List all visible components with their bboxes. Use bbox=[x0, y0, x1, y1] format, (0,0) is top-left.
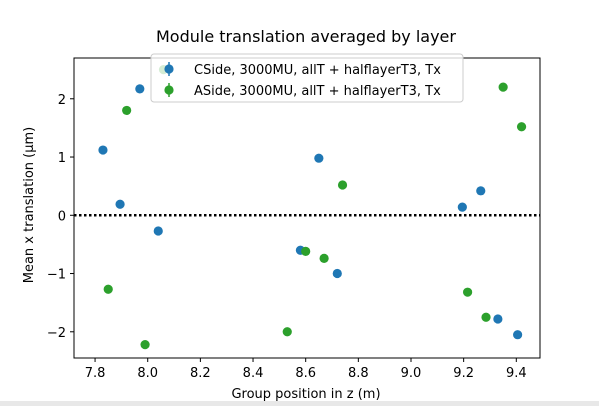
data-point-aside bbox=[498, 82, 508, 92]
x-tick-label: 9.0 bbox=[401, 366, 422, 381]
window-bottom-strip bbox=[0, 401, 599, 406]
data-point-cside bbox=[98, 145, 108, 155]
plot-frame bbox=[73, 57, 541, 359]
data-point-aside bbox=[319, 253, 329, 263]
data-point-cside bbox=[153, 226, 163, 236]
data-point-aside bbox=[481, 312, 491, 322]
y-axis-label-group: Mean x translation (μm) bbox=[22, 127, 37, 284]
data-point-cside bbox=[513, 330, 523, 340]
data-point-aside bbox=[140, 340, 150, 350]
legend-marker-aside bbox=[164, 85, 174, 95]
data-point-cside bbox=[314, 153, 324, 163]
data-point-aside bbox=[337, 180, 348, 190]
y-tick-label: −2 bbox=[47, 326, 66, 341]
chart-title: Module translation averaged by layer bbox=[156, 27, 456, 46]
legend-marker-cside bbox=[164, 64, 174, 74]
y-tick-label: 0 bbox=[58, 209, 66, 224]
data-point-aside bbox=[282, 327, 292, 337]
data-point-cside bbox=[493, 314, 503, 324]
x-tick-label: 9.4 bbox=[506, 366, 527, 381]
legend-label-cside: CSide, 3000MU, allT + halflayerT3, Tx bbox=[194, 63, 441, 78]
data-point-aside bbox=[462, 287, 473, 297]
legend-label-aside: ASide, 3000MU, allT + halflayerT3, Tx bbox=[194, 84, 441, 99]
plot-area: 7.8 8.0 8.2 8.4 8.6 8.8 9.0 9.2 9.4 −2 −1 0 1 2 bbox=[47, 57, 541, 381]
x-tick-label: 8.4 bbox=[243, 366, 264, 381]
y-axis-label: Mean x translation (μm) bbox=[22, 127, 37, 284]
y-tick-label: 2 bbox=[58, 93, 66, 108]
data-point-aside bbox=[122, 105, 132, 116]
x-tick-label: 9.2 bbox=[453, 366, 474, 381]
x-tick-label: 8.0 bbox=[137, 366, 158, 381]
legend-box bbox=[150, 53, 464, 103]
data-point-cside bbox=[332, 268, 342, 279]
data-point-aside bbox=[516, 122, 527, 132]
data-point-cside bbox=[115, 199, 125, 209]
y-tick-label: −1 bbox=[47, 268, 66, 283]
x-tick-label: 8.8 bbox=[348, 366, 369, 381]
legend: CSide, 3000MU, allT + halflayerT3, Tx ASi… bbox=[150, 53, 464, 103]
data-point-cside bbox=[457, 202, 467, 212]
data-point-aside bbox=[301, 246, 311, 256]
data-point-aside bbox=[103, 284, 113, 294]
y-tick-label: 1 bbox=[58, 151, 66, 166]
x-tick-label: 7.8 bbox=[85, 366, 106, 381]
x-tick-label: 8.2 bbox=[190, 366, 211, 381]
x-axis-label: Group position in z (m) bbox=[231, 387, 380, 402]
x-tick-label: 8.6 bbox=[295, 366, 316, 381]
data-point-cside bbox=[476, 186, 486, 196]
data-point-cside bbox=[135, 84, 145, 94]
